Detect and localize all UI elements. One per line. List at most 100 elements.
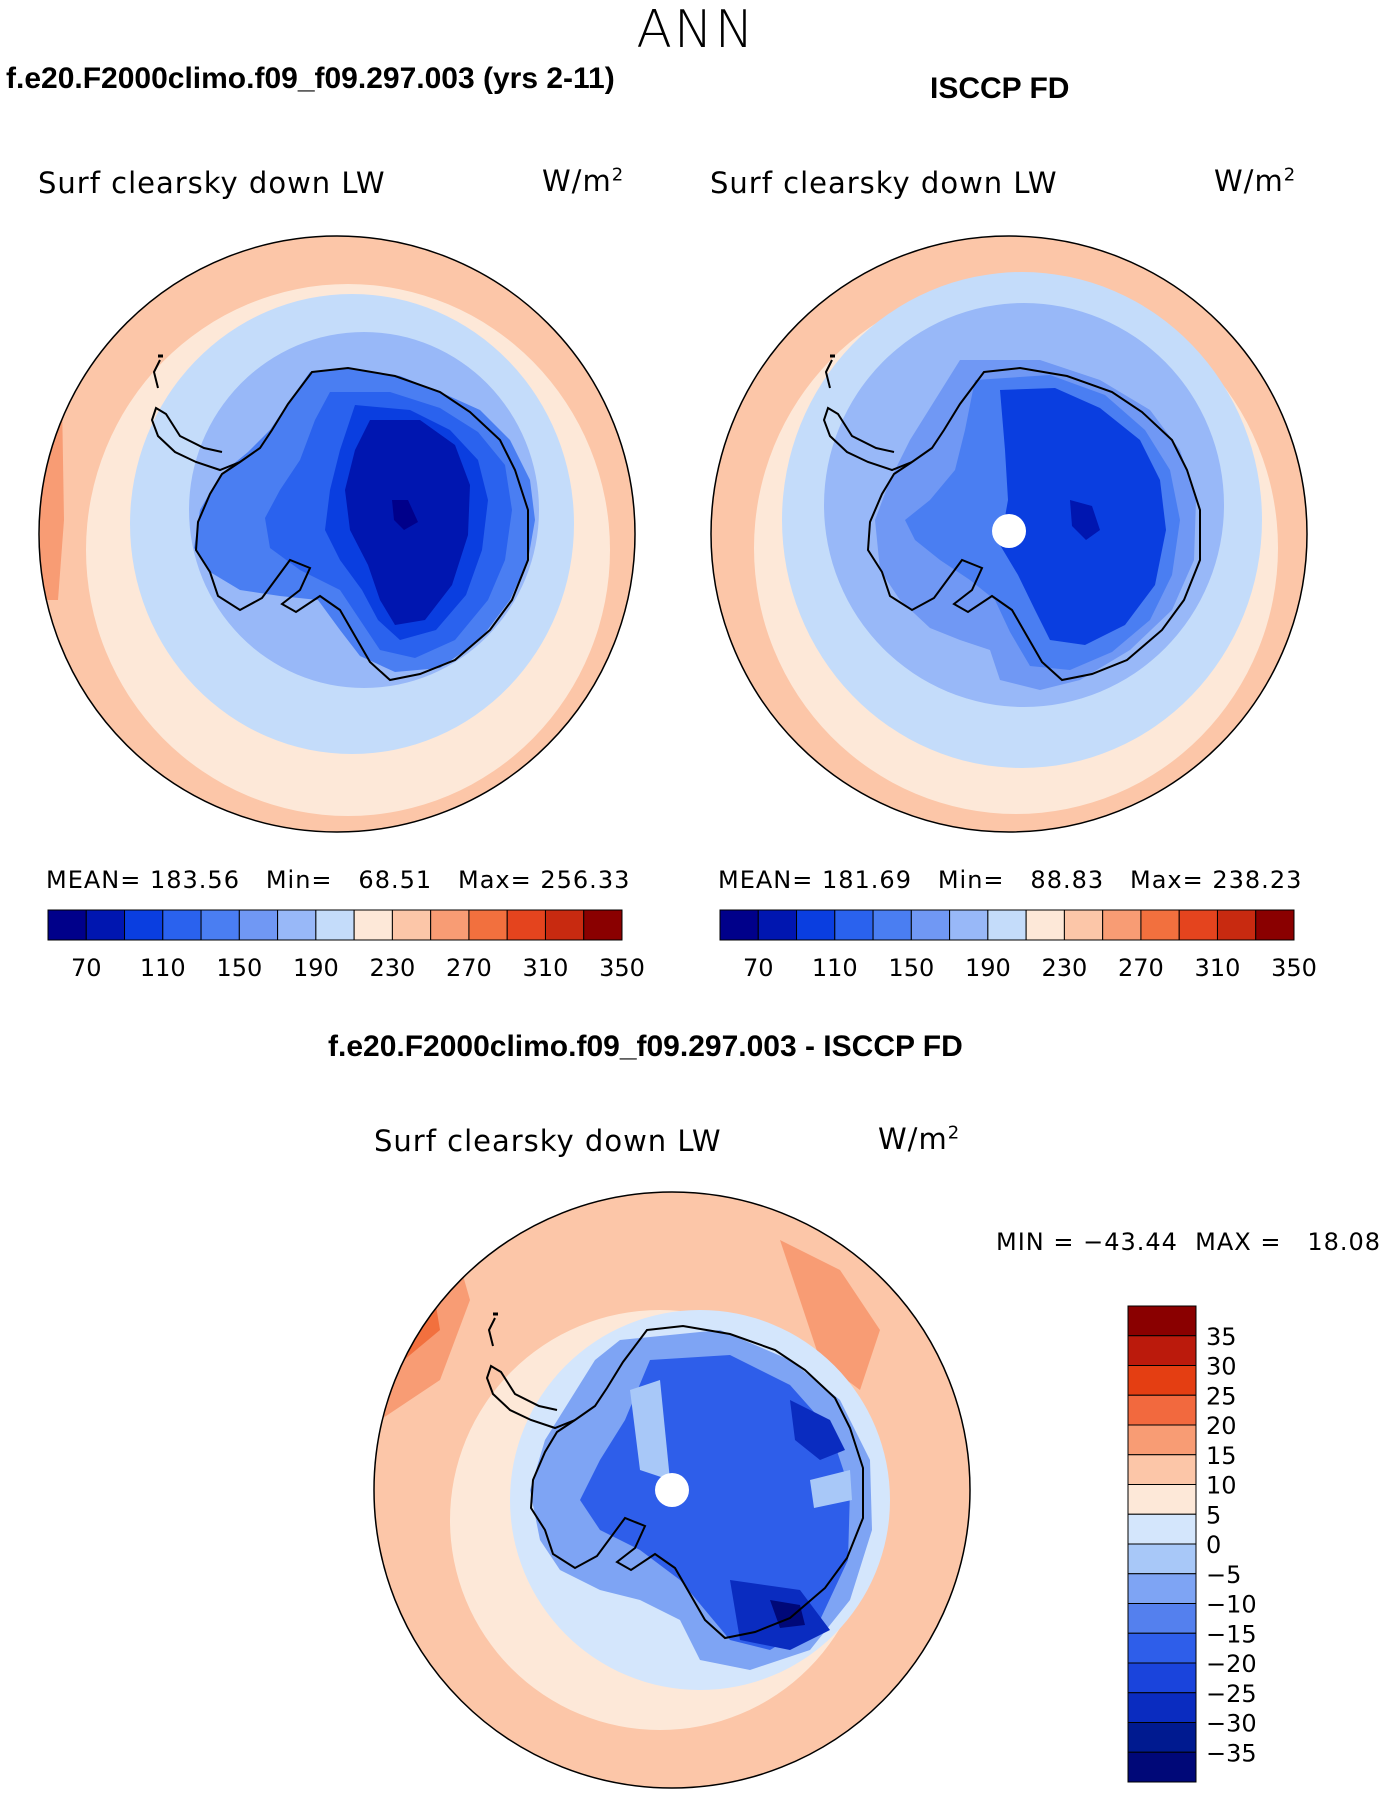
panel-3-title: f.e20.F2000climo.f09_f09.297.003 - ISCCP… xyxy=(328,1030,963,1063)
panel-3-border xyxy=(373,1191,971,1789)
colorbar-swatch xyxy=(1127,1305,1197,1337)
colorbar-tick-label: 70 xyxy=(71,954,102,982)
colorbar-swatch xyxy=(1127,1662,1197,1694)
diff-streak xyxy=(630,1380,670,1480)
panel-3-variable: Surf clearsky down LW xyxy=(374,1124,722,1158)
colorbar-tick-label: −10 xyxy=(1206,1591,1257,1619)
colorbar-tick-label: 350 xyxy=(599,954,645,982)
colorbar-tick-label: 110 xyxy=(812,954,858,982)
colorbar-tick-label: −35 xyxy=(1206,1739,1257,1767)
antarctica-coastline xyxy=(529,1324,864,1640)
colorbar-swatch xyxy=(1140,909,1180,941)
antarctica-coastline xyxy=(194,366,529,682)
antarctic-minimum xyxy=(1070,500,1100,540)
colorbar-tick-label: 10 xyxy=(1206,1472,1237,1500)
colorbar-tick-label: 230 xyxy=(1041,954,1087,982)
pole-hole xyxy=(992,514,1026,548)
diff-minimum-core xyxy=(770,1600,805,1628)
colorbar-swatch xyxy=(468,909,508,941)
colorbar-tick-label: 0 xyxy=(1206,1531,1221,1559)
panel-2-border xyxy=(710,235,1308,833)
colorbar-swatch xyxy=(430,909,470,941)
colorbar-swatch xyxy=(1127,1454,1197,1485)
colorbar-tick-label: 70 xyxy=(743,954,774,982)
warm-patch xyxy=(40,380,64,600)
colorbar-swatch xyxy=(834,909,874,941)
panel-1-map xyxy=(39,236,635,832)
colorbar-tick-label: 190 xyxy=(965,954,1011,982)
colorbar-swatch xyxy=(1127,1603,1197,1634)
colorbar-swatch xyxy=(872,909,912,941)
panel-2-variable: Surf clearsky down LW xyxy=(710,166,1058,200)
colorbar-swatch xyxy=(1178,909,1218,941)
colorbar-swatch xyxy=(162,909,202,941)
colorbar-swatch xyxy=(353,909,393,941)
diff-streak xyxy=(810,1470,852,1508)
colorbar-tick-label: 15 xyxy=(1206,1442,1237,1470)
panel-1-colorbar: 70 110 150 190 230 270 310 350 xyxy=(47,909,645,982)
colorbar-tick-label: −15 xyxy=(1206,1620,1257,1648)
colorbar-swatch xyxy=(583,909,623,941)
colorbar-swatch xyxy=(1063,909,1104,941)
colorbar-swatch xyxy=(1216,909,1257,941)
island-outline xyxy=(152,359,161,389)
colorbar-tick-label: 35 xyxy=(1206,1323,1237,1351)
colorbar-swatch xyxy=(1255,909,1295,941)
colorbar-swatch xyxy=(47,909,87,941)
colorbar-swatch xyxy=(391,909,432,941)
colorbar-swatch xyxy=(1127,1484,1197,1515)
colorbar-swatch xyxy=(910,909,951,941)
panel-1-border xyxy=(38,235,636,833)
colorbar-swatch xyxy=(1127,1573,1197,1604)
panel-2-stats: MEAN= 181.69 Min= 88.83 Max= 238.23 xyxy=(718,866,1303,894)
panel-3-map xyxy=(374,1192,970,1788)
colorbar-tick-label: 150 xyxy=(888,954,934,982)
colorbar-swatch xyxy=(757,909,798,941)
colorbar-swatch xyxy=(544,909,585,941)
colorbar-tick-label: 270 xyxy=(1118,954,1164,982)
antarctic-peninsula xyxy=(150,406,241,472)
colorbar-swatch xyxy=(1127,1632,1197,1664)
colorbar-swatch xyxy=(949,909,989,941)
panel-1-title: f.e20.F2000climo.f09_f09.297.003 (yrs 2-… xyxy=(6,62,615,95)
colorbar-tick-label: −20 xyxy=(1206,1650,1257,1678)
island-outline xyxy=(487,1317,496,1347)
colorbar-tick-label: 230 xyxy=(369,954,415,982)
colorbar-swatch xyxy=(987,909,1027,941)
colorbar-tick-label: 190 xyxy=(293,954,339,982)
colorbar-swatch xyxy=(1127,1692,1197,1723)
colorbar-tick-label: 5 xyxy=(1206,1501,1221,1529)
colorbar-swatch xyxy=(1102,909,1142,941)
colorbar-swatch xyxy=(277,909,317,941)
colorbar-swatch xyxy=(1127,1424,1197,1456)
colorbar-tick-label: 350 xyxy=(1271,954,1317,982)
colorbar-swatch xyxy=(124,909,164,941)
colorbar-tick-label: 150 xyxy=(216,954,262,982)
colorbar-swatch xyxy=(796,909,836,941)
diff-warm-patch xyxy=(780,1240,880,1390)
colorbar-tick-label: 310 xyxy=(523,954,569,982)
pole-hole xyxy=(655,1473,689,1507)
colorbar-swatch xyxy=(200,909,240,941)
colorbar-swatch xyxy=(719,909,759,941)
colorbar-tick-label: 310 xyxy=(1195,954,1241,982)
colorbar-swatch xyxy=(1127,1543,1197,1575)
colorbar-swatch xyxy=(1127,1394,1197,1426)
panel-1-variable: Surf clearsky down LW xyxy=(38,166,386,200)
colorbar-swatch xyxy=(1127,1513,1197,1545)
colorbar-tick-label: 20 xyxy=(1206,1412,1237,1440)
panel-3-stats: MIN = −43.44 MAX = 18.08 xyxy=(996,1228,1382,1256)
colorbar-swatch xyxy=(238,909,279,941)
colorbar-tick-label: 270 xyxy=(446,954,492,982)
colorbar-tick-label: −25 xyxy=(1206,1680,1257,1708)
island-outline xyxy=(824,359,833,389)
season-title: ANN xyxy=(636,0,756,60)
panel-2-map xyxy=(711,236,1307,832)
panel-3-units: W/m2 xyxy=(878,1122,961,1156)
antarctica-coastline xyxy=(866,366,1201,682)
panel-1-stats: MEAN= 183.56 Min= 68.51 Max= 256.33 xyxy=(46,866,631,894)
colorbar-swatch xyxy=(1127,1335,1197,1366)
colorbar-swatch xyxy=(1127,1722,1197,1753)
